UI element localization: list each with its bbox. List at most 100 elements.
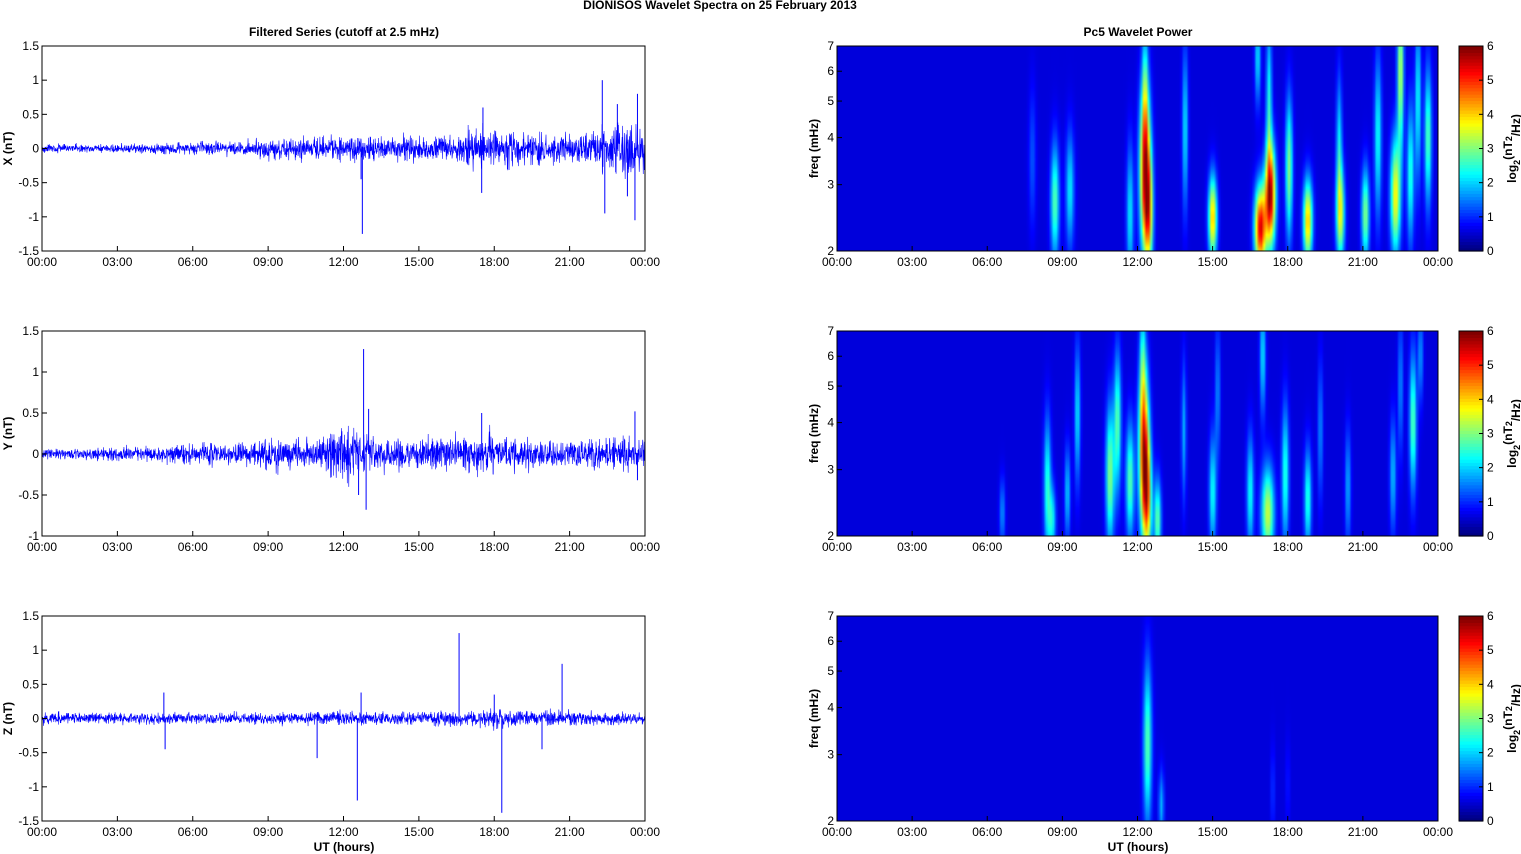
- colorbar-step: [1459, 718, 1483, 723]
- colorbar-step: [1459, 676, 1483, 681]
- colorbar-step: [1459, 446, 1483, 451]
- x-tick-label: 09:00: [1047, 540, 1077, 554]
- power-raster: [837, 46, 1438, 251]
- y-tick-label: 3: [827, 748, 834, 762]
- colorbar-step: [1459, 122, 1483, 127]
- y-tick-label: 0: [32, 712, 39, 726]
- series-panel-x: -1.5 -1 -0.5 0 0.5 1 1.5 00:00 03:00 06:00 09:00 12…: [1, 39, 660, 269]
- colorbar-tick-label: 1: [1487, 780, 1494, 794]
- x-tick-label: 00:00: [27, 540, 57, 554]
- x-tick-label: 15:00: [404, 540, 434, 554]
- x-tick-label: 21:00: [1348, 825, 1378, 839]
- colorbar-step: [1459, 651, 1483, 656]
- colorbar-step: [1459, 439, 1483, 444]
- x-tick-label: 00:00: [822, 255, 852, 269]
- power-panel-z: 2 3 4 5 6 7 00:00 03:00 06:00 09:00 12:00 15:00 18:0…: [807, 609, 1521, 839]
- x-tick-label: 12:00: [328, 540, 358, 554]
- x-tick-label: 00:00: [27, 825, 57, 839]
- colorbar-step: [1459, 811, 1483, 816]
- colorbar-step: [1459, 81, 1483, 86]
- colorbar-step: [1459, 670, 1483, 675]
- colorbar-step: [1459, 798, 1483, 803]
- x-tick-label: 09:00: [253, 255, 283, 269]
- colorbar-tick-label: 3: [1487, 142, 1494, 156]
- colorbar-step: [1459, 721, 1483, 726]
- x-tick-label: 15:00: [404, 255, 434, 269]
- colorbar-tick-label: 2: [1487, 746, 1494, 760]
- colorbar-step: [1459, 776, 1483, 780]
- colorbar-step: [1459, 491, 1483, 495]
- colorbar-tick-label: 5: [1487, 358, 1494, 372]
- y-tick-label: 0.5: [22, 406, 39, 420]
- colorbar-step: [1459, 46, 1483, 50]
- y-tick-label: 2: [827, 814, 834, 828]
- y-tick-label: 2: [827, 244, 834, 258]
- colorbar-tick-label: 0: [1487, 814, 1494, 828]
- colorbar-label-part: 2: [1504, 136, 1514, 141]
- colorbar-step: [1459, 459, 1483, 463]
- plot-frame: [41, 330, 646, 537]
- colorbar-step: [1459, 395, 1483, 399]
- colorbar-step: [1459, 731, 1483, 736]
- colorbar-step: [1459, 817, 1483, 822]
- colorbar-step: [1459, 414, 1483, 419]
- colorbar-tick-label: 5: [1487, 73, 1494, 87]
- colorbar-step: [1459, 500, 1483, 505]
- y-tick-label: 1.5: [22, 609, 39, 623]
- y-tick-label: 1.5: [22, 39, 39, 53]
- colorbar-step: [1459, 129, 1483, 134]
- x-tick-label: 21:00: [555, 540, 585, 554]
- colorbar-tick-label: 3: [1487, 712, 1494, 726]
- x-tick-label: 12:00: [328, 255, 358, 269]
- colorbar-step: [1459, 363, 1483, 367]
- colorbar-step: [1459, 686, 1483, 691]
- colorbar-step: [1459, 170, 1483, 175]
- colorbar-step: [1459, 126, 1483, 130]
- colorbar-step: [1459, 468, 1483, 473]
- colorbar-step: [1459, 100, 1483, 105]
- colorbar-step: [1459, 494, 1483, 499]
- series-line: [41, 424, 646, 487]
- colorbar-step: [1459, 334, 1483, 339]
- colorbar-step: [1459, 788, 1483, 793]
- colorbar-step: [1459, 680, 1483, 684]
- colorbar-step: [1459, 177, 1483, 182]
- colorbar-step: [1459, 712, 1483, 716]
- y-axis-label: freq (mHz): [807, 689, 821, 748]
- x-tick-label: 21:00: [555, 825, 585, 839]
- x-tick-label: 00:00: [822, 540, 852, 554]
- colorbar-step: [1459, 228, 1483, 233]
- power-panel-x: 2 3 4 5 6 7 00:00 03:00 06:00 09:00 12:00 15:00 18:0…: [807, 39, 1521, 269]
- y-tick-label: 3: [827, 178, 834, 192]
- colorbar-step: [1459, 407, 1483, 412]
- x-tick-label: 21:00: [1348, 255, 1378, 269]
- colorbar-label-part: /Hz): [1509, 684, 1521, 706]
- panels: -1.5 -1 -0.5 0 0.5 1 1.5 00:00 03:00 06:00 09:00 12…: [1, 39, 1521, 839]
- colorbar-step: [1459, 638, 1483, 643]
- colorbar-step: [1459, 385, 1483, 390]
- colorbar-step: [1459, 206, 1483, 210]
- y-tick-label: -1: [28, 780, 39, 794]
- colorbar-step: [1459, 654, 1483, 659]
- y-tick-label: -1.5: [18, 814, 39, 828]
- colorbar-step: [1459, 423, 1483, 428]
- y-tick-label: 6: [827, 349, 834, 363]
- colorbar-step: [1459, 804, 1483, 809]
- colorbar-step: [1459, 763, 1483, 768]
- colorbar-step: [1459, 462, 1483, 467]
- colorbar-step: [1459, 744, 1483, 748]
- colorbar-step: [1459, 724, 1483, 729]
- colorbar-step: [1459, 417, 1483, 422]
- colorbar-label-part: 2: [1512, 445, 1521, 450]
- colorbar-step: [1459, 449, 1483, 454]
- x-tick-label: 06:00: [178, 540, 208, 554]
- y-tick-label: -0.5: [18, 176, 39, 190]
- colorbar-step: [1459, 398, 1483, 403]
- x-tick-label: 03:00: [897, 255, 927, 269]
- colorbar-step: [1459, 183, 1483, 188]
- colorbar-label-part: 2: [1504, 706, 1514, 711]
- colorbar-step: [1459, 808, 1483, 812]
- colorbar-tick-label: 2: [1487, 461, 1494, 475]
- colorbar-step: [1459, 94, 1483, 98]
